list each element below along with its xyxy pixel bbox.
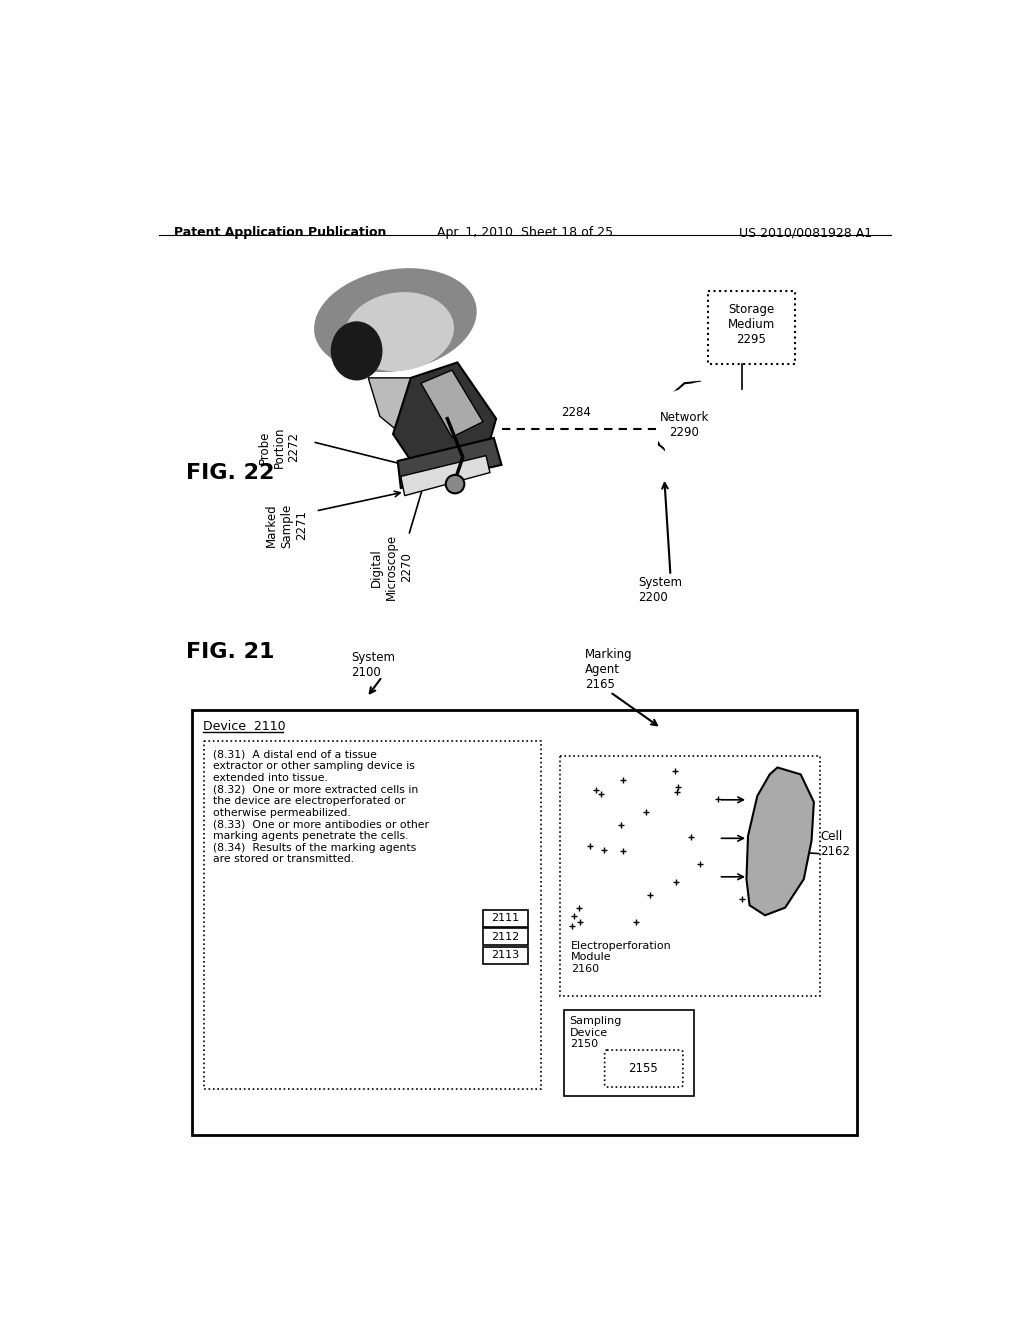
- Text: System
2200: System 2200: [638, 576, 682, 603]
- FancyBboxPatch shape: [483, 928, 528, 945]
- Polygon shape: [421, 370, 483, 437]
- FancyBboxPatch shape: [204, 741, 541, 1089]
- Text: (8.31)  A distal end of a tissue
extractor or other sampling device is
extended : (8.31) A distal end of a tissue extracto…: [213, 750, 429, 865]
- FancyBboxPatch shape: [483, 909, 528, 927]
- Text: Apr. 1, 2010  Sheet 18 of 25: Apr. 1, 2010 Sheet 18 of 25: [437, 226, 612, 239]
- Polygon shape: [746, 767, 814, 915]
- FancyBboxPatch shape: [708, 290, 795, 364]
- FancyBboxPatch shape: [191, 710, 856, 1135]
- Polygon shape: [400, 455, 489, 496]
- Text: 2155: 2155: [629, 1063, 658, 1074]
- Text: Sampling
Device
2150: Sampling Device 2150: [569, 1016, 623, 1049]
- Polygon shape: [658, 381, 716, 459]
- Circle shape: [665, 421, 711, 469]
- Text: Device  2110: Device 2110: [203, 721, 286, 734]
- FancyBboxPatch shape: [483, 946, 528, 964]
- Text: 2112: 2112: [492, 932, 519, 942]
- Text: FIG. 21: FIG. 21: [186, 642, 274, 661]
- Text: Digital
Microscope
2270: Digital Microscope 2270: [370, 535, 413, 601]
- Text: US 2010/0081928 A1: US 2010/0081928 A1: [739, 226, 872, 239]
- Ellipse shape: [314, 269, 476, 371]
- Circle shape: [655, 413, 693, 450]
- FancyBboxPatch shape: [604, 1051, 683, 1088]
- FancyBboxPatch shape: [560, 756, 820, 997]
- Text: System
2100: System 2100: [351, 651, 395, 680]
- Circle shape: [694, 404, 732, 441]
- Polygon shape: [369, 378, 442, 442]
- Ellipse shape: [345, 293, 454, 371]
- Text: Patent Application Publication: Patent Application Publication: [174, 226, 387, 239]
- Circle shape: [678, 381, 725, 428]
- FancyBboxPatch shape: [563, 1010, 693, 1096]
- Ellipse shape: [332, 322, 382, 380]
- Text: Storage
Medium
2295: Storage Medium 2295: [727, 304, 775, 346]
- Text: Probe
Portion
2272: Probe Portion 2272: [258, 426, 301, 467]
- Text: Marked
Sample
2271: Marked Sample 2271: [265, 503, 308, 548]
- Text: FIG. 22: FIG. 22: [186, 462, 274, 483]
- Text: Electroperforation
Module
2160: Electroperforation Module 2160: [571, 941, 672, 974]
- Text: 2284: 2284: [561, 405, 591, 418]
- Circle shape: [684, 418, 726, 461]
- Text: Network
2290: Network 2290: [659, 411, 710, 440]
- Text: Marking
Agent
2165: Marking Agent 2165: [586, 648, 633, 692]
- Text: 2113: 2113: [492, 950, 519, 961]
- Polygon shape: [397, 438, 502, 488]
- Text: Cell
2162: Cell 2162: [820, 830, 850, 858]
- Circle shape: [655, 389, 714, 447]
- Text: 2111: 2111: [492, 913, 519, 924]
- Circle shape: [445, 475, 464, 494]
- Polygon shape: [393, 363, 496, 480]
